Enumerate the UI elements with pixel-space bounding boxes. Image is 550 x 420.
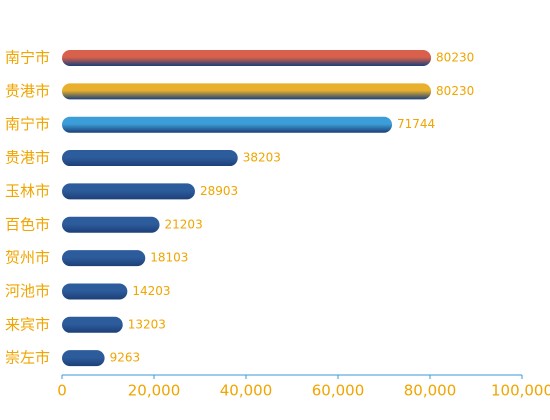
category-label: 南宁市 [5, 115, 50, 133]
category-label: 贺州市 [5, 249, 50, 267]
bar [62, 316, 123, 333]
value-label: 21203 [165, 217, 203, 231]
x-tick-label: 0 [57, 382, 67, 400]
value-label: 71744 [397, 117, 435, 131]
bar [62, 250, 146, 267]
category-label: 贵港市 [5, 82, 50, 100]
value-label: 9263 [110, 351, 141, 365]
value-label: 18103 [150, 251, 188, 265]
category-label: 来宾市 [5, 315, 50, 333]
x-tick-label: 20,000 [128, 382, 181, 400]
x-tick-label: 80,000 [404, 382, 457, 400]
value-label: 38203 [243, 151, 281, 165]
value-label: 14203 [132, 284, 170, 298]
bar [62, 183, 195, 200]
category-label: 崇左市 [5, 349, 50, 367]
value-label: 28903 [200, 184, 238, 198]
bar [62, 50, 432, 66]
category-label: 贵港市 [5, 149, 50, 167]
bar [62, 150, 238, 167]
bar [62, 116, 393, 133]
bar [62, 83, 432, 100]
x-tick-label: 100,000 [491, 382, 550, 400]
bar [62, 216, 160, 233]
value-label: 80230 [436, 51, 474, 65]
category-label: 玉林市 [5, 182, 50, 200]
bar [62, 283, 128, 300]
category-label: 南宁市 [5, 49, 50, 67]
x-tick-label: 60,000 [312, 382, 365, 400]
value-label: 13203 [128, 317, 166, 331]
value-label: 80230 [436, 84, 474, 98]
category-label: 河池市 [5, 282, 50, 300]
x-tick-label: 40,000 [220, 382, 273, 400]
bar [62, 350, 105, 367]
category-label: 百色市 [5, 215, 50, 233]
